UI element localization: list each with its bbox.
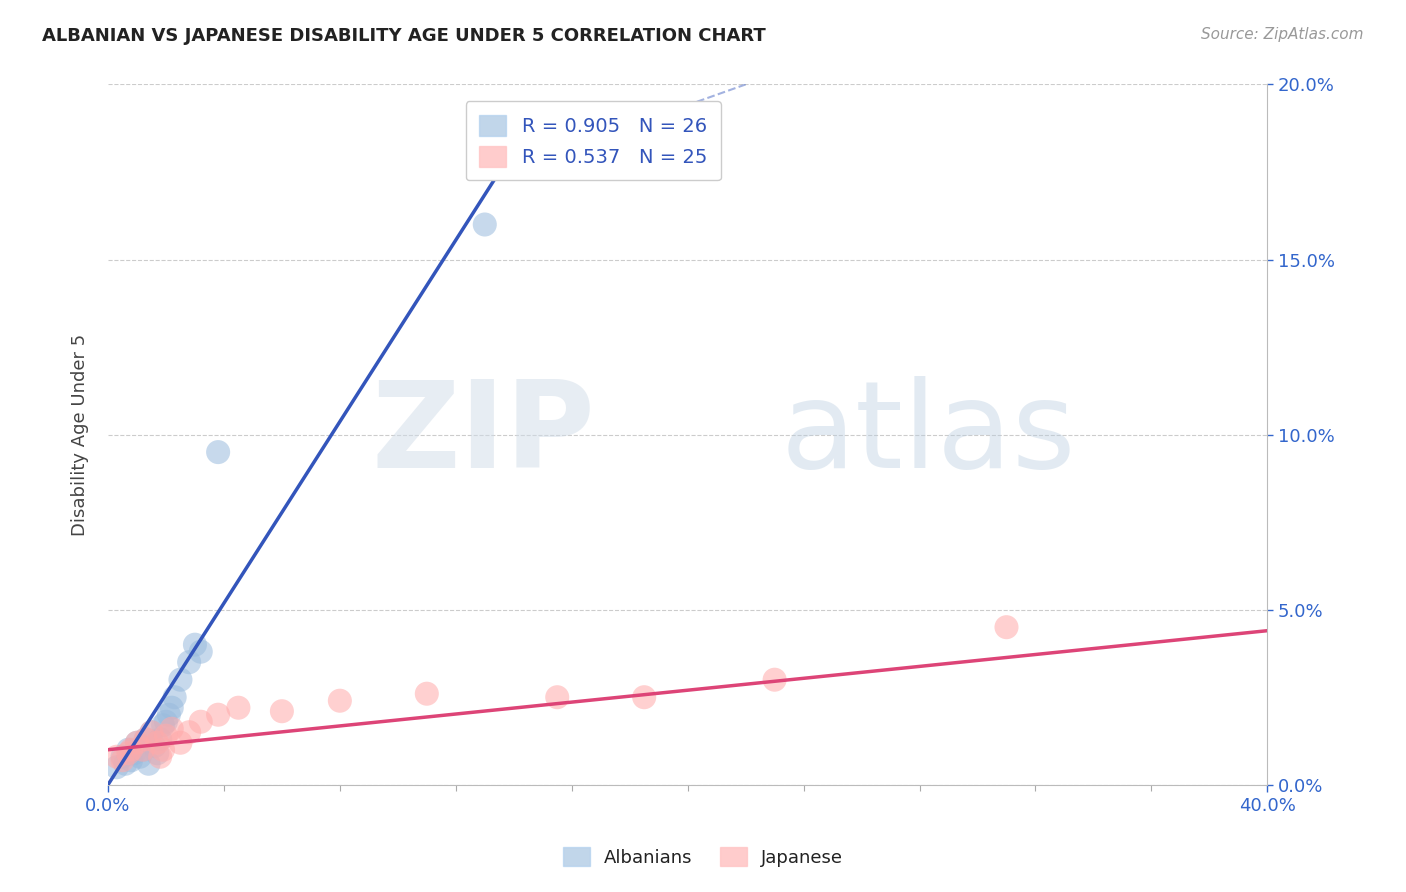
Point	[160, 700, 183, 714]
Point	[633, 690, 655, 705]
Point	[179, 725, 201, 739]
Point	[207, 445, 229, 459]
Point	[128, 749, 150, 764]
Point	[546, 690, 568, 705]
Point	[157, 707, 180, 722]
Point	[125, 736, 148, 750]
Point	[111, 749, 134, 764]
Point	[105, 760, 128, 774]
Point	[146, 746, 169, 760]
Point	[122, 746, 145, 760]
Legend: Albanians, Japanese: Albanians, Japanese	[555, 840, 851, 874]
Point	[190, 714, 212, 729]
Point	[149, 749, 172, 764]
Point	[179, 655, 201, 669]
Point	[190, 645, 212, 659]
Point	[105, 749, 128, 764]
Point	[138, 756, 160, 771]
Point	[474, 218, 496, 232]
Point	[155, 714, 177, 729]
Point	[228, 700, 250, 714]
Point	[152, 743, 174, 757]
Point	[169, 673, 191, 687]
Point	[329, 694, 352, 708]
Point	[135, 732, 157, 747]
Point	[141, 725, 163, 739]
Point	[152, 718, 174, 732]
Point	[141, 725, 163, 739]
Point	[114, 756, 136, 771]
Point	[155, 729, 177, 743]
Text: Source: ZipAtlas.com: Source: ZipAtlas.com	[1201, 27, 1364, 42]
Point	[146, 736, 169, 750]
Point	[184, 638, 207, 652]
Text: ZIP: ZIP	[371, 376, 595, 493]
Point	[160, 722, 183, 736]
Point	[149, 732, 172, 747]
Text: atlas: atlas	[780, 376, 1076, 493]
Point	[763, 673, 786, 687]
Point	[132, 743, 155, 757]
Point	[270, 704, 292, 718]
Point	[132, 743, 155, 757]
Point	[120, 753, 142, 767]
Point	[163, 690, 186, 705]
Point	[995, 620, 1018, 634]
Point	[135, 732, 157, 747]
Point	[125, 736, 148, 750]
Point	[416, 687, 439, 701]
Point	[117, 746, 139, 760]
Text: ALBANIAN VS JAPANESE DISABILITY AGE UNDER 5 CORRELATION CHART: ALBANIAN VS JAPANESE DISABILITY AGE UNDE…	[42, 27, 766, 45]
Y-axis label: Disability Age Under 5: Disability Age Under 5	[72, 334, 89, 536]
Point	[207, 707, 229, 722]
Point	[117, 743, 139, 757]
Point	[169, 736, 191, 750]
Point	[111, 753, 134, 767]
Point	[120, 743, 142, 757]
Legend: R = 0.905   N = 26, R = 0.537   N = 25: R = 0.905 N = 26, R = 0.537 N = 25	[465, 101, 721, 180]
Point	[143, 739, 166, 754]
